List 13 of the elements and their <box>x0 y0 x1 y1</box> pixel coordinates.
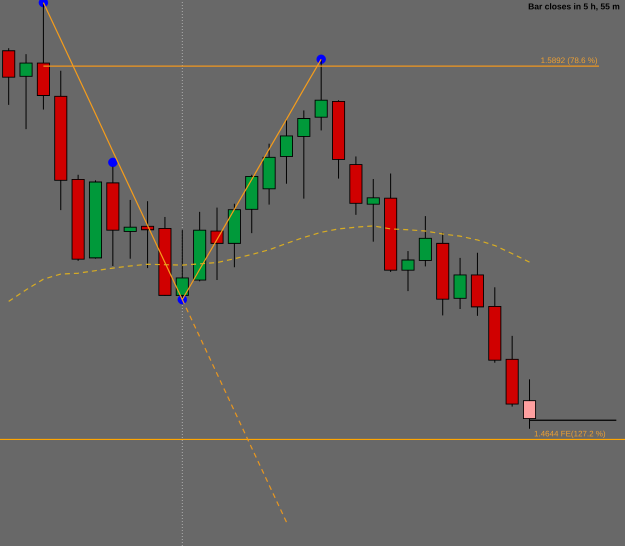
point <box>108 158 118 168</box>
candlestick <box>297 110 310 200</box>
candlestick <box>20 54 33 130</box>
candlestick <box>401 250 415 292</box>
candlestick <box>418 216 432 267</box>
ref-line-label: 1.4644 FE(127.2 %) <box>534 430 606 438</box>
candlestick <box>210 207 224 281</box>
candlestick <box>454 257 467 310</box>
series-label: 1.5892 (78.6 %) <box>541 57 598 65</box>
annotation: Bar closes in 5 h, 55 m <box>528 3 620 11</box>
candlestick <box>124 199 137 260</box>
candlestick <box>280 118 293 184</box>
candlestick <box>366 178 380 242</box>
